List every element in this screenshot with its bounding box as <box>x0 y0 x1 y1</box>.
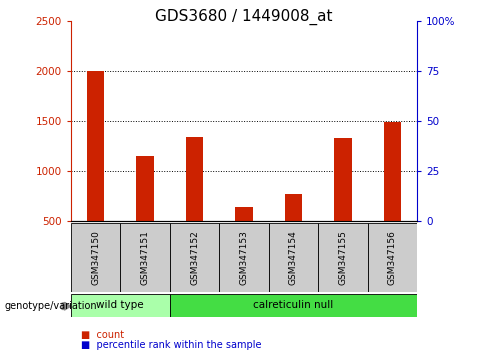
Text: ■  percentile rank within the sample: ■ percentile rank within the sample <box>81 340 261 350</box>
Text: genotype/variation: genotype/variation <box>5 301 98 311</box>
Bar <box>71 223 120 292</box>
Text: ■  count: ■ count <box>81 330 123 339</box>
Text: wild type: wild type <box>97 300 144 310</box>
Bar <box>285 194 302 221</box>
Bar <box>318 223 368 292</box>
Text: GSM347153: GSM347153 <box>240 230 248 285</box>
Text: GSM347156: GSM347156 <box>388 230 397 285</box>
Text: GSM347151: GSM347151 <box>141 230 149 285</box>
Text: GSM347154: GSM347154 <box>289 230 298 285</box>
Bar <box>384 122 401 221</box>
Bar <box>368 223 417 292</box>
Bar <box>170 294 417 317</box>
Text: GSM347150: GSM347150 <box>91 230 100 285</box>
Bar <box>170 223 219 292</box>
Text: GSM347155: GSM347155 <box>339 230 347 285</box>
Text: GDS3680 / 1449008_at: GDS3680 / 1449008_at <box>155 9 333 25</box>
Bar <box>71 294 170 317</box>
Bar <box>87 71 104 221</box>
Bar <box>120 223 170 292</box>
Bar <box>136 156 154 221</box>
Bar <box>219 223 269 292</box>
Bar <box>269 223 318 292</box>
Text: GSM347152: GSM347152 <box>190 230 199 285</box>
FancyArrow shape <box>62 302 71 310</box>
Bar <box>235 207 253 221</box>
Text: calreticulin null: calreticulin null <box>253 300 334 310</box>
Bar <box>334 138 352 221</box>
Bar <box>186 137 203 221</box>
